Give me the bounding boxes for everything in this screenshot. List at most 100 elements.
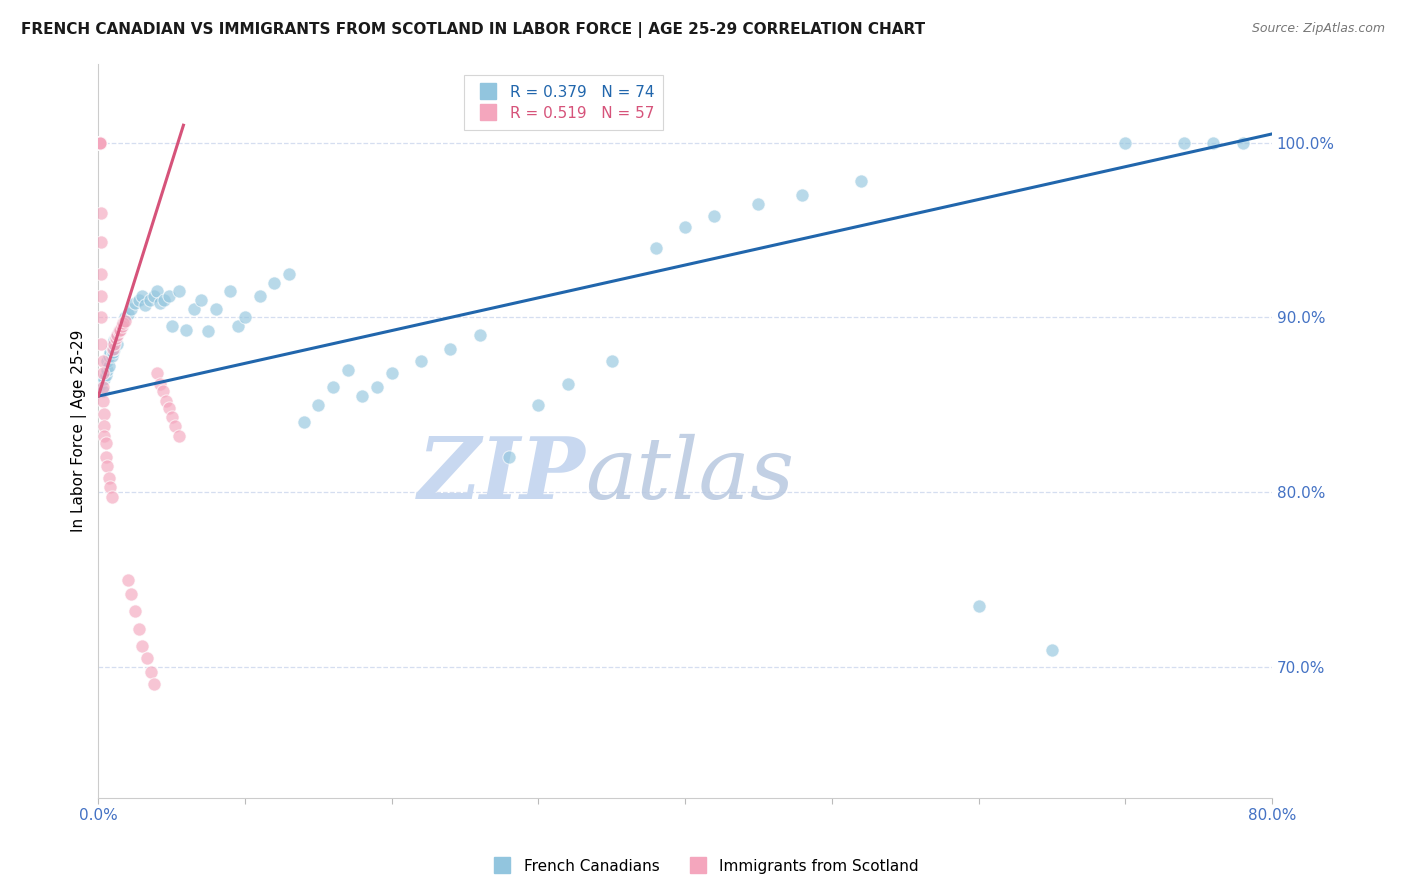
Text: FRENCH CANADIAN VS IMMIGRANTS FROM SCOTLAND IN LABOR FORCE | AGE 25-29 CORRELATI: FRENCH CANADIAN VS IMMIGRANTS FROM SCOTL… (21, 22, 925, 38)
Point (91, 354, 114, 368)
Point (90, 235, 112, 250)
Point (112, 316, 135, 330)
Point (93, 418, 115, 433)
Point (90, 267, 112, 281)
Point (307, 398, 329, 412)
Point (176, 323, 198, 337)
Point (90, 289, 112, 303)
Point (107, 327, 129, 342)
Point (1232, 136, 1254, 150)
Point (117, 573, 139, 587)
Point (146, 367, 169, 381)
Point (103, 342, 125, 356)
Point (97, 349, 120, 363)
Point (1040, 642, 1063, 657)
Point (128, 293, 150, 307)
Point (96, 458, 118, 473)
Point (89, 136, 111, 150)
Point (94, 450, 117, 465)
Point (96, 363, 118, 377)
Point (104, 331, 127, 345)
Point (278, 267, 301, 281)
Point (89, 136, 111, 150)
Point (167, 429, 190, 443)
Point (114, 310, 136, 325)
Point (143, 677, 166, 691)
Point (90, 336, 112, 351)
Point (703, 209, 725, 223)
Point (96, 354, 118, 368)
Point (97, 359, 120, 374)
Point (94, 436, 117, 450)
Point (131, 639, 153, 653)
Point (226, 319, 249, 334)
Point (108, 325, 131, 339)
Point (163, 418, 186, 433)
Point (91, 367, 114, 381)
Point (124, 296, 146, 310)
Point (143, 289, 166, 303)
Point (167, 285, 190, 299)
Legend: R = 0.379   N = 74, R = 0.519   N = 57: R = 0.379 N = 74, R = 0.519 N = 57 (464, 75, 664, 130)
Point (90, 310, 112, 325)
Point (128, 622, 150, 636)
Point (100, 491, 122, 505)
Point (149, 376, 172, 391)
Point (89, 136, 111, 150)
Point (93, 407, 115, 421)
Point (673, 219, 696, 234)
Point (146, 285, 169, 299)
Point (134, 298, 156, 312)
Point (152, 384, 174, 398)
Point (100, 340, 122, 354)
Point (381, 367, 404, 381)
Point (97, 471, 120, 485)
Point (107, 327, 129, 342)
Point (90, 205, 112, 219)
Point (322, 380, 344, 394)
Point (108, 325, 131, 339)
Point (111, 319, 134, 334)
Point (183, 301, 205, 316)
Point (120, 301, 142, 316)
Point (557, 376, 579, 391)
Point (527, 398, 550, 412)
Point (98, 345, 121, 359)
Point (967, 599, 990, 613)
Point (644, 241, 666, 255)
Point (89, 136, 111, 150)
Point (89, 136, 111, 150)
Point (409, 354, 432, 368)
Point (792, 188, 814, 202)
Point (160, 410, 183, 425)
Point (110, 323, 132, 337)
Point (89, 136, 111, 150)
Point (101, 336, 124, 351)
Point (114, 314, 136, 328)
Point (111, 319, 134, 334)
Point (107, 336, 129, 351)
Point (89, 136, 111, 150)
Point (468, 327, 491, 342)
Point (110, 323, 132, 337)
Point (91, 394, 114, 409)
Point (112, 316, 135, 330)
Point (292, 415, 315, 429)
Point (104, 331, 127, 345)
Point (600, 354, 623, 368)
Point (135, 651, 157, 665)
Point (117, 307, 139, 321)
Point (91, 380, 114, 394)
Text: ZIP: ZIP (418, 434, 585, 516)
Point (94, 368, 117, 383)
Point (263, 276, 285, 290)
Point (89, 136, 111, 150)
Point (1173, 136, 1195, 150)
Point (103, 333, 125, 347)
Point (849, 174, 872, 188)
Point (141, 665, 163, 680)
Point (124, 604, 146, 618)
Point (219, 285, 242, 299)
Point (160, 319, 183, 334)
Point (120, 586, 142, 600)
